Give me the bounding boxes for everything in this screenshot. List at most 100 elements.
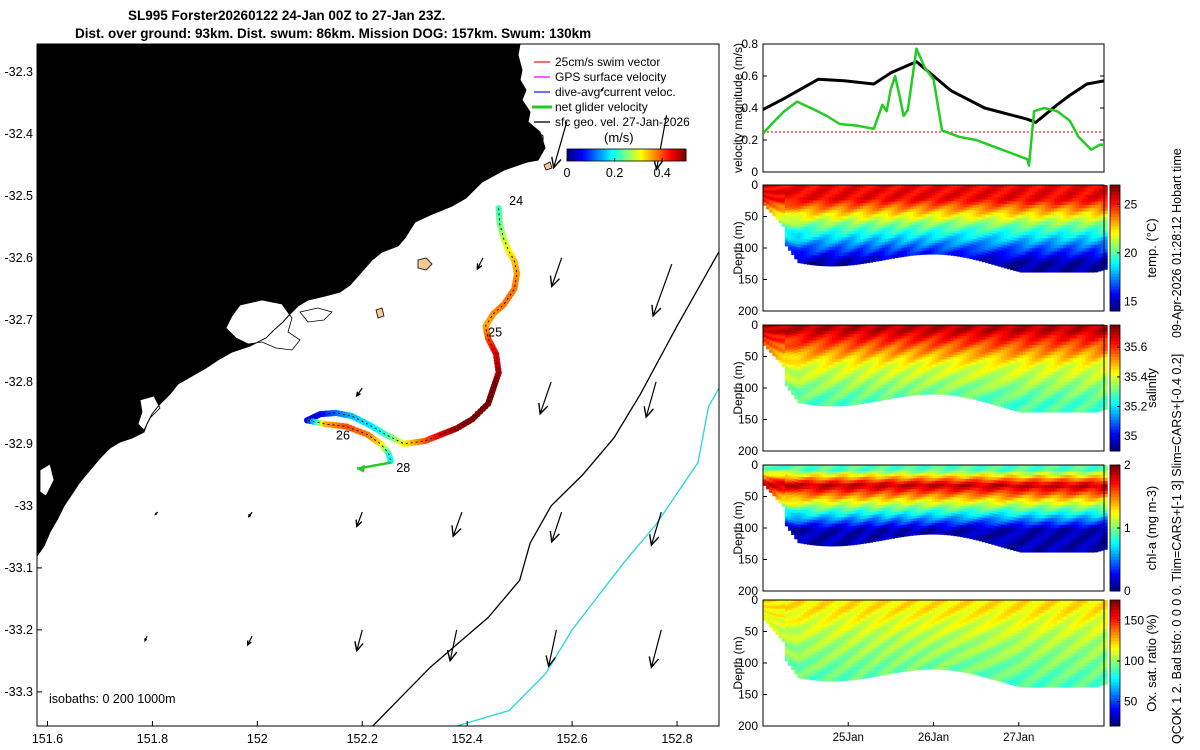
arrow-head	[538, 402, 549, 416]
section-colorbar-segment	[1110, 282, 1120, 287]
geo-velocity-arrow	[551, 121, 568, 170]
map-y-tick-label: -32.4	[5, 127, 34, 141]
section-colorbar-segment	[1110, 276, 1120, 280]
section-colorbar-segment	[1110, 270, 1120, 274]
section-colorbar-segment	[1110, 216, 1120, 221]
section-colorbar-segment	[1110, 257, 1120, 262]
isobaths-label: isobaths: 0 200 1000m	[49, 692, 175, 706]
land	[37, 44, 545, 556]
section-colorbar-segment	[1110, 263, 1120, 268]
legend-4h-label: 4h	[531, 130, 544, 144]
geo-velocity-arrow	[545, 629, 557, 668]
section-colorbar-segment	[1110, 254, 1120, 258]
arrow-head	[246, 640, 252, 647]
geo-velocity-arrow	[154, 511, 159, 516]
geo-velocity-arrow	[247, 511, 253, 518]
section-ylabel: Depth (m)	[731, 221, 745, 274]
arrow-shaft	[553, 121, 568, 168]
arrow-shaft	[356, 511, 363, 527]
geo-velocity-arrow	[446, 629, 458, 663]
arrow-shaft	[476, 257, 484, 270]
track-day-label: 26	[336, 429, 350, 443]
lake	[225, 299, 301, 351]
arrow-head	[551, 156, 562, 170]
section-y-tick-label: 200	[738, 304, 758, 318]
arrow-head	[549, 275, 560, 289]
island	[543, 161, 553, 171]
map-x-tick-label: 152.2	[347, 732, 378, 746]
figure-title-line1: SL995 Forster20260122 24-Jan 00Z to 27-J…	[128, 8, 446, 23]
map-y-tick-label: -33.1	[5, 561, 34, 575]
arrow-shaft	[650, 511, 662, 546]
section-colorbar-segment	[1110, 232, 1120, 236]
section-colorbar-segment	[1110, 260, 1120, 265]
legend-item-label: sfc geo. vel. 27-Jan-2026	[555, 115, 690, 129]
map-x-tick-label: 152.4	[452, 732, 483, 746]
geo-velocity-arrow	[651, 263, 673, 318]
arrow-shaft	[539, 381, 552, 414]
section-colorbar-tick-label: 25	[1124, 197, 1138, 211]
section-colorbar-segment	[1110, 188, 1120, 192]
map-y-tick-label: -33.3	[5, 685, 34, 699]
isobath-1000m-line	[456, 387, 719, 726]
geo-velocity-arrow	[549, 257, 563, 289]
track-day-label: 24	[509, 194, 523, 208]
legend-item-label: dive-avg current veloc.	[555, 85, 676, 99]
arrow-shaft	[551, 511, 563, 542]
arrow-head	[476, 263, 483, 271]
estuary	[39, 463, 55, 497]
map-y-tick-label: -33.2	[5, 623, 34, 637]
legend-item-label: GPS surface velocity	[555, 70, 666, 84]
arrow-head	[154, 512, 158, 516]
arrow-head	[451, 525, 462, 538]
section-colorbar-segment	[1110, 295, 1120, 299]
section-y-tick-label: 50	[745, 210, 759, 224]
section-colorbar-segment	[1110, 235, 1120, 240]
geo-velocity-arrow	[549, 511, 563, 544]
section-colorbar-segment	[1110, 207, 1120, 211]
colorbar-tick-label: 0	[564, 166, 571, 180]
map-x-tick-label: 151.8	[137, 732, 168, 746]
section-colorbar-segment	[1110, 248, 1120, 252]
map-y-ticks: -32.3-32.4-32.5-32.6-32.7-32.8-32.9-33-3…	[5, 65, 42, 699]
map-x-tick-label: 152.8	[661, 732, 692, 746]
map-y-tick-label: -32.5	[5, 189, 34, 203]
arrow-shaft	[551, 257, 563, 287]
geo-velocity-arrow	[600, 87, 605, 93]
arrow-head	[648, 534, 660, 547]
section-cell	[1104, 265, 1108, 270]
section-colorbar-tick-label: 20	[1124, 246, 1138, 260]
map-y-tick-label: -33	[15, 499, 33, 513]
arrow-shaft	[645, 381, 657, 418]
arrow-head	[144, 638, 148, 642]
geo-velocity-arrow	[538, 381, 552, 416]
arrow-head	[355, 519, 363, 528]
arrow-shaft	[247, 635, 253, 646]
section-colorbar-segment	[1110, 200, 1120, 205]
map-y-tick-label: -32.7	[5, 313, 34, 327]
section-colorbar-segment	[1110, 191, 1120, 195]
section-colorbar-segment	[1110, 273, 1120, 277]
isobath-200m	[372, 251, 719, 726]
section-colorbar-segment	[1110, 213, 1120, 217]
legend-item-label: 25cm/s swim vector	[555, 55, 660, 69]
legend-item-label: net glider velocity	[555, 100, 648, 114]
isobath-200m-line	[372, 251, 719, 726]
section-colorbar-tick-label: 15	[1124, 294, 1138, 308]
track-day-label: 28	[396, 461, 410, 475]
arrow-shaft	[650, 629, 662, 668]
island	[417, 257, 433, 271]
geo-velocity-arrow	[476, 257, 484, 271]
section-colorbar-segment	[1110, 241, 1120, 246]
geo-velocity-arrow	[643, 381, 657, 419]
arrow-head	[653, 158, 664, 171]
arrow-head	[648, 656, 660, 669]
section-colorbar-segment	[1110, 238, 1120, 243]
arrow-shaft	[452, 511, 463, 537]
arrow-shaft	[356, 629, 363, 651]
